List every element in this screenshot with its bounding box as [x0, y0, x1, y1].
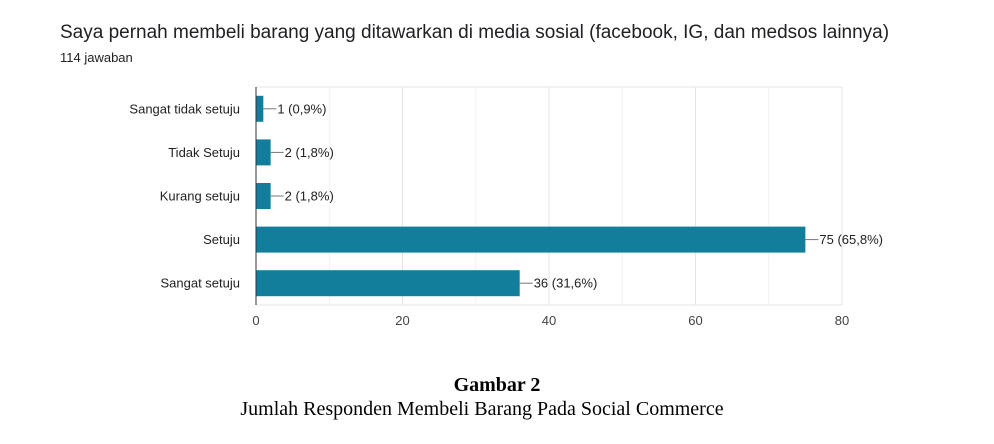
- x-tick-label: 20: [395, 313, 409, 328]
- x-tick-label: 0: [252, 313, 259, 328]
- category-label: Tidak Setuju: [168, 145, 240, 160]
- x-tick-label: 40: [542, 313, 556, 328]
- bar: [256, 226, 806, 253]
- bar: [256, 95, 264, 122]
- bar-chart: 0 20 40 60 80 Sangat tidak setuju 1 (0,9%) Tida…: [129, 86, 883, 328]
- data-label: 2 (1,8%): [285, 145, 334, 160]
- data-label: 75 (65,8%): [819, 232, 883, 247]
- category-label: Sangat tidak setuju: [129, 101, 240, 116]
- bar: [256, 270, 520, 297]
- figure-caption-text: Jumlah Responden Membeli Barang Pada Soc…: [240, 398, 724, 420]
- x-tick-label: 60: [688, 313, 702, 328]
- category-label: Setuju: [203, 232, 240, 247]
- bar: [256, 139, 271, 166]
- category-label: Sangat setuju: [160, 276, 240, 291]
- data-label: 36 (31,6%): [534, 276, 598, 291]
- category-label: Kurang setuju: [160, 189, 240, 204]
- response-count: 114 jawaban: [60, 50, 133, 65]
- figure-caption-title: Gambar 2: [453, 374, 541, 396]
- data-label: 1 (0,9%): [277, 101, 326, 116]
- chart-title: Saya pernah membeli barang yang ditawark…: [60, 22, 890, 43]
- x-tick-label: 80: [835, 313, 849, 328]
- data-label: 2 (1,8%): [285, 189, 334, 204]
- bar: [256, 183, 271, 209]
